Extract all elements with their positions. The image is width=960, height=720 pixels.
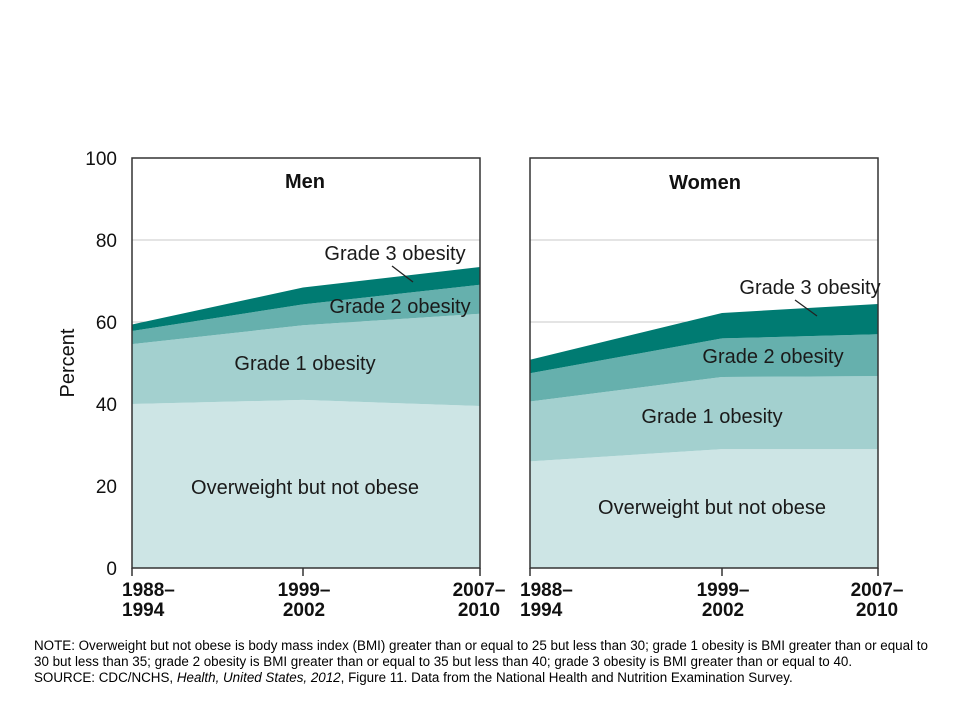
area-grade-2-obesity [132, 284, 480, 345]
area-label-grade-3-obesity: Grade 3 obesity [324, 243, 465, 265]
x-tick-label-0: 1988– 1994 [520, 580, 573, 621]
y-tick-labels: 0 20 40 60 80 100 [85, 149, 117, 580]
y-tick-label-40: 40 [96, 395, 117, 416]
y-tick-label-0: 0 [106, 559, 117, 580]
source-suffix: , Figure 11. Data from the National Heal… [340, 670, 793, 685]
y-tick-label-60: 60 [96, 313, 117, 334]
figure-notes: NOTE: Overweight but not obese is body m… [34, 638, 934, 686]
area-grade-3-obesity [530, 303, 878, 374]
area-label-overweight-but-not-obese: Overweight but not obese [598, 497, 826, 519]
area-grade-1-obesity [530, 376, 878, 462]
label-pointer-line [794, 299, 818, 317]
source-prefix: SOURCE: CDC/NCHS, [34, 670, 177, 685]
stacked-area-chart: Percent 0 20 40 60 80 100 1988– 1994 1999– 2002 2… [57, 149, 904, 621]
area-label-overweight-but-not-obese: Overweight but not obese [191, 477, 419, 499]
panel-title-women: Women [669, 172, 741, 194]
panel-men: 1988– 1994 1999– 2002 2007– 2010 Men Overweight… [122, 157, 506, 621]
source-text: SOURCE: CDC/NCHS, Health, United States,… [34, 670, 934, 686]
plot-frame [131, 157, 481, 569]
area-label-grade-2-obesity: Grade 2 obesity [329, 296, 470, 318]
label-pointer-line [391, 265, 414, 283]
y-axis-label: Percent [57, 328, 79, 397]
x-tick-label-1: 1999– 2002 [697, 580, 750, 621]
y-tick-label-100: 100 [85, 149, 117, 170]
area-grade-2-obesity [530, 334, 878, 402]
area-label-grade-1-obesity: Grade 1 obesity [641, 406, 782, 428]
x-tick-label-0: 1988– 1994 [122, 580, 175, 621]
area-label-grade-3-obesity: Grade 3 obesity [739, 277, 880, 299]
plot-frame [529, 157, 879, 569]
x-tick-label-2: 2007– 2010 [851, 580, 904, 621]
area-label-grade-2-obesity: Grade 2 obesity [702, 346, 843, 368]
area-overweight-but-not-obese [132, 399, 480, 568]
y-tick-label-80: 80 [96, 231, 117, 252]
source-title: Health, United States, 2012 [176, 670, 341, 685]
area-overweight-but-not-obese [530, 449, 878, 568]
area-label-grade-1-obesity: Grade 1 obesity [234, 353, 375, 375]
area-grade-1-obesity [132, 313, 480, 407]
panel-title-men: Men [285, 171, 325, 193]
panel-women: 1988– 1994 1999– 2002 2007– 2010 Women Overweig… [520, 157, 904, 621]
x-tick-label-1: 1999– 2002 [278, 580, 331, 621]
y-tick-label-20: 20 [96, 477, 117, 498]
note-text: NOTE: Overweight but not obese is body m… [34, 638, 928, 669]
x-tick-label-2: 2007– 2010 [453, 580, 506, 621]
area-grade-3-obesity [132, 267, 480, 332]
